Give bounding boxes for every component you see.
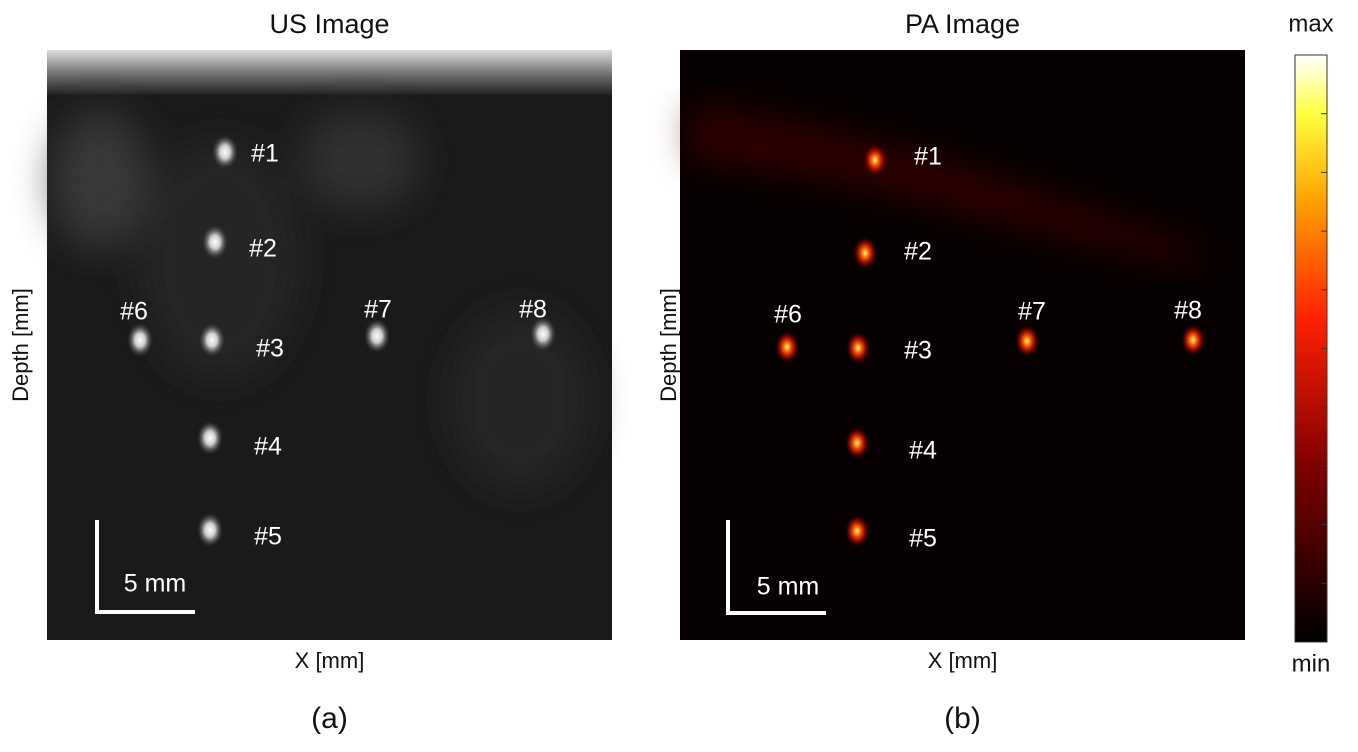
- target-label: #2: [904, 238, 932, 266]
- target-label: #3: [256, 335, 284, 363]
- target-spot: [1181, 324, 1205, 356]
- target-label: #7: [1018, 298, 1046, 326]
- target-label: #2: [249, 235, 277, 263]
- target-spot: [775, 331, 799, 363]
- target-spot: [853, 237, 877, 269]
- colorbar-min: min: [1292, 650, 1331, 677]
- panel-caption: (a): [311, 702, 348, 735]
- target-label: #3: [904, 337, 932, 365]
- target-spot: [197, 421, 223, 455]
- target-spot: [846, 332, 870, 364]
- y-axis-label: Depth [mm]: [8, 288, 33, 402]
- target-spot: [845, 515, 869, 547]
- panel-title: US Image: [269, 9, 389, 39]
- scale-bar-label: 5 mm: [124, 570, 187, 598]
- panel-title: PA Image: [905, 9, 1020, 39]
- target-label: #5: [254, 523, 282, 551]
- target-label: #1: [914, 143, 942, 171]
- target-label: #4: [909, 437, 937, 465]
- target-label: #5: [909, 525, 937, 553]
- pa-image: [680, 50, 1245, 640]
- target-spot: [127, 323, 153, 357]
- target-spot: [212, 135, 238, 169]
- y-axis-label: Depth [mm]: [656, 288, 681, 402]
- scale-bar-label: 5 mm: [757, 573, 820, 601]
- target-spot: [845, 427, 869, 459]
- target-label: #1: [251, 140, 279, 168]
- colorbar-max: max: [1288, 10, 1333, 37]
- x-axis-label: X [mm]: [295, 648, 365, 673]
- target-label: #6: [120, 298, 148, 326]
- target-label: #4: [254, 433, 282, 461]
- target-spot: [202, 225, 228, 259]
- target-label: #8: [1174, 297, 1202, 325]
- target-spot: [199, 323, 225, 357]
- target-spot: [1015, 325, 1039, 357]
- target-label: #8: [519, 296, 547, 324]
- target-label: #6: [774, 301, 802, 329]
- target-spot: [863, 144, 887, 176]
- target-spot: [197, 513, 223, 547]
- target-spot: [364, 319, 390, 353]
- panel-caption: (b): [944, 702, 981, 735]
- x-axis-label: X [mm]: [928, 648, 998, 673]
- target-label: #7: [364, 296, 392, 324]
- figure: max min US Image X [mm] Depth [mm] (a) 5 mm #…: [0, 0, 1358, 752]
